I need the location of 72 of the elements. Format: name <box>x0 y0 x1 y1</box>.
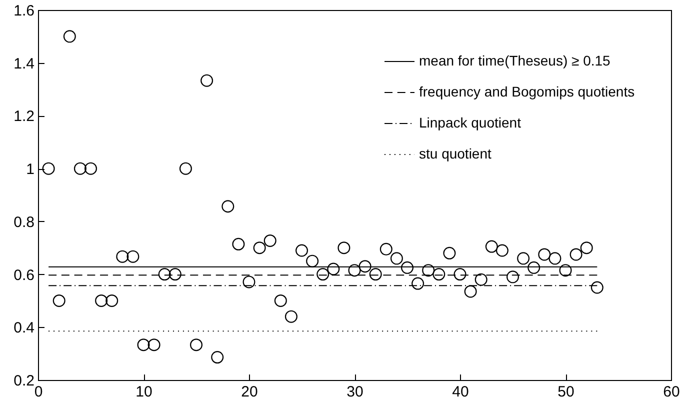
point <box>580 242 593 254</box>
point <box>222 200 234 213</box>
point <box>548 252 562 265</box>
y-tick-label: 0.4 <box>14 320 34 337</box>
point <box>52 294 66 307</box>
point <box>253 242 266 254</box>
point <box>264 234 276 247</box>
point <box>538 248 551 261</box>
legend-label: Linpack quotient <box>419 114 522 130</box>
point <box>316 268 330 281</box>
point <box>306 254 319 268</box>
x-tick-label: 50 <box>558 384 574 400</box>
point <box>211 351 224 364</box>
point <box>84 162 97 175</box>
point <box>179 162 192 175</box>
point <box>432 268 446 281</box>
point <box>506 270 519 284</box>
point <box>232 238 245 250</box>
point <box>443 246 456 260</box>
point <box>348 264 361 277</box>
point <box>590 281 604 294</box>
point <box>200 74 214 87</box>
x-tick-label: 60 <box>663 384 680 400</box>
point <box>116 250 129 263</box>
y-tick-label: 1 <box>26 161 34 178</box>
point <box>158 268 171 281</box>
point <box>338 242 350 254</box>
point <box>190 338 202 352</box>
x-tick-label: 0 <box>34 384 43 400</box>
x-tick-label: 30 <box>346 384 364 400</box>
point <box>570 248 582 261</box>
legend-label: stu quotient <box>419 146 492 162</box>
point <box>274 294 287 307</box>
point <box>296 244 308 257</box>
legend-label: frequency and Bogomips quotients <box>419 84 635 100</box>
point <box>422 264 435 277</box>
y-tick-label: 1.2 <box>14 108 34 126</box>
point <box>517 252 530 265</box>
point <box>496 244 508 257</box>
point <box>148 338 160 352</box>
point <box>106 294 118 307</box>
y-tick-label: 1.4 <box>14 55 34 72</box>
point <box>369 268 382 281</box>
point <box>284 310 298 323</box>
point <box>126 250 140 263</box>
y-tick-label: 0.2 <box>14 372 34 390</box>
point <box>327 262 340 276</box>
point <box>412 277 424 290</box>
y-tick-label: 1.6 <box>14 2 34 20</box>
point <box>168 268 182 281</box>
point <box>137 338 150 352</box>
point <box>559 264 572 277</box>
x-tick-label: 40 <box>452 384 469 400</box>
point <box>474 273 488 286</box>
point <box>380 242 392 256</box>
y-tick-label: 0.8 <box>14 214 34 231</box>
point <box>485 240 498 253</box>
point <box>358 260 372 273</box>
y-tick-label: 0.6 <box>14 266 34 284</box>
point <box>401 261 414 274</box>
point <box>454 268 466 281</box>
point <box>74 162 86 175</box>
point <box>95 294 108 307</box>
point <box>390 252 403 265</box>
point <box>63 30 76 43</box>
point <box>242 276 256 288</box>
point <box>464 285 477 298</box>
point <box>528 261 540 274</box>
point <box>42 162 55 175</box>
x-tick-label: 10 <box>136 384 152 400</box>
x-tick-label: 20 <box>241 384 258 400</box>
legend-label: mean for time(Theseus) ≥ 0.15 <box>419 52 611 68</box>
